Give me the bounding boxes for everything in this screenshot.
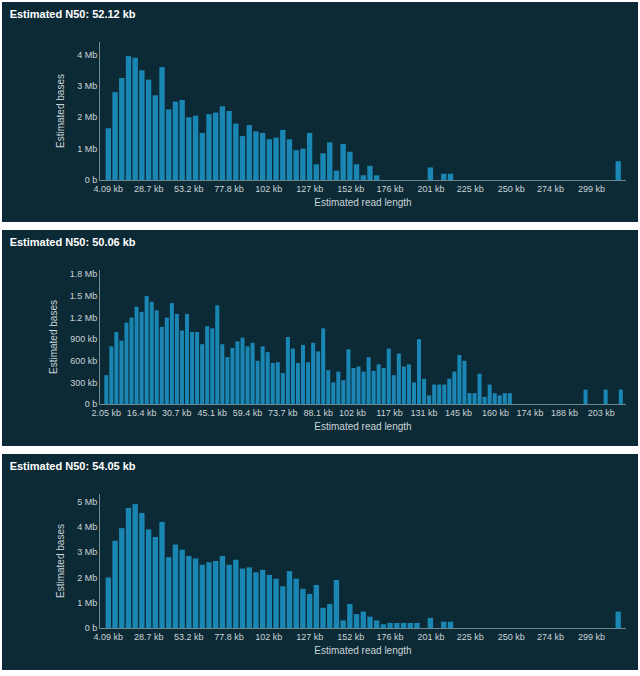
svg-text:2 Mb: 2 Mb [77, 112, 97, 122]
svg-text:Estimated N50: 54.05 kb: Estimated N50: 54.05 kb [10, 460, 136, 472]
svg-text:203 kb: 203 kb [588, 408, 615, 418]
svg-text:Estimated bases: Estimated bases [55, 524, 66, 598]
svg-text:127 kb: 127 kb [296, 184, 323, 194]
svg-text:30.7 kb: 30.7 kb [162, 408, 192, 418]
svg-text:102 kb: 102 kb [255, 632, 282, 642]
svg-text:1.5 Mb: 1.5 Mb [70, 291, 98, 301]
svg-text:1.2 Mb: 1.2 Mb [70, 313, 98, 323]
svg-text:102 kb: 102 kb [255, 184, 282, 194]
svg-text:145 kb: 145 kb [445, 408, 472, 418]
svg-text:4 Mb: 4 Mb [77, 50, 97, 60]
svg-text:174 kb: 174 kb [516, 408, 543, 418]
svg-text:274 kb: 274 kb [537, 184, 564, 194]
svg-text:600 kb: 600 kb [70, 356, 97, 366]
svg-text:45.1 kb: 45.1 kb [198, 408, 228, 418]
svg-text:77.8 kb: 77.8 kb [214, 184, 244, 194]
svg-text:0 b: 0 b [85, 623, 98, 633]
svg-text:176 kb: 176 kb [377, 184, 404, 194]
svg-text:1 Mb: 1 Mb [77, 144, 97, 154]
svg-text:900 kb: 900 kb [70, 334, 97, 344]
svg-text:3 Mb: 3 Mb [77, 81, 97, 91]
svg-text:1.8 Mb: 1.8 Mb [70, 269, 98, 279]
svg-text:152 kb: 152 kb [337, 184, 364, 194]
svg-text:117 kb: 117 kb [376, 408, 402, 418]
svg-text:152 kb: 152 kb [337, 632, 364, 642]
svg-text:28.7 kb: 28.7 kb [134, 184, 164, 194]
svg-text:201 kb: 201 kb [417, 184, 444, 194]
svg-text:Estimated read length: Estimated read length [314, 645, 411, 656]
svg-text:250 kb: 250 kb [498, 184, 525, 194]
svg-text:299 kb: 299 kb [578, 632, 605, 642]
svg-text:225 kb: 225 kb [457, 184, 484, 194]
svg-text:274 kb: 274 kb [537, 632, 564, 642]
svg-text:53.2 kb: 53.2 kb [174, 632, 204, 642]
svg-text:0 b: 0 b [85, 399, 98, 409]
svg-text:Estimated bases: Estimated bases [48, 300, 59, 374]
svg-text:59.4 kb: 59.4 kb [233, 408, 263, 418]
svg-text:53.2 kb: 53.2 kb [174, 184, 204, 194]
svg-text:77.8 kb: 77.8 kb [214, 632, 244, 642]
svg-text:102 kb: 102 kb [339, 408, 366, 418]
svg-text:4.09 kb: 4.09 kb [94, 632, 124, 642]
svg-text:5 Mb: 5 Mb [77, 497, 97, 507]
svg-text:131 kb: 131 kb [410, 408, 437, 418]
svg-text:4 Mb: 4 Mb [77, 522, 97, 532]
svg-text:0 b: 0 b [85, 175, 98, 185]
svg-text:Estimated read length: Estimated read length [314, 421, 411, 432]
svg-text:3 Mb: 3 Mb [77, 547, 97, 557]
svg-text:4.09 kb: 4.09 kb [94, 184, 124, 194]
svg-text:127 kb: 127 kb [296, 632, 323, 642]
svg-text:16.4 kb: 16.4 kb [127, 408, 157, 418]
svg-text:160 kb: 160 kb [482, 408, 509, 418]
svg-text:2.05 kb: 2.05 kb [92, 408, 122, 418]
svg-text:188 kb: 188 kb [551, 408, 578, 418]
svg-text:2 Mb: 2 Mb [77, 573, 97, 583]
svg-text:88.1 kb: 88.1 kb [304, 408, 334, 418]
svg-text:Estimated read length: Estimated read length [314, 197, 411, 208]
svg-text:300 kb: 300 kb [70, 378, 97, 388]
svg-text:250 kb: 250 kb [498, 632, 525, 642]
svg-text:225 kb: 225 kb [457, 632, 484, 642]
svg-text:73.7 kb: 73.7 kb [268, 408, 298, 418]
svg-text:1 Mb: 1 Mb [77, 598, 97, 608]
svg-text:28.7 kb: 28.7 kb [134, 632, 164, 642]
svg-text:Estimated N50: 52.12 kb: Estimated N50: 52.12 kb [10, 8, 136, 20]
svg-text:201 kb: 201 kb [417, 632, 444, 642]
svg-text:299 kb: 299 kb [578, 184, 605, 194]
svg-text:176 kb: 176 kb [377, 632, 404, 642]
svg-text:Estimated bases: Estimated bases [55, 74, 66, 148]
svg-text:Estimated N50: 50.06 kb: Estimated N50: 50.06 kb [10, 236, 136, 248]
